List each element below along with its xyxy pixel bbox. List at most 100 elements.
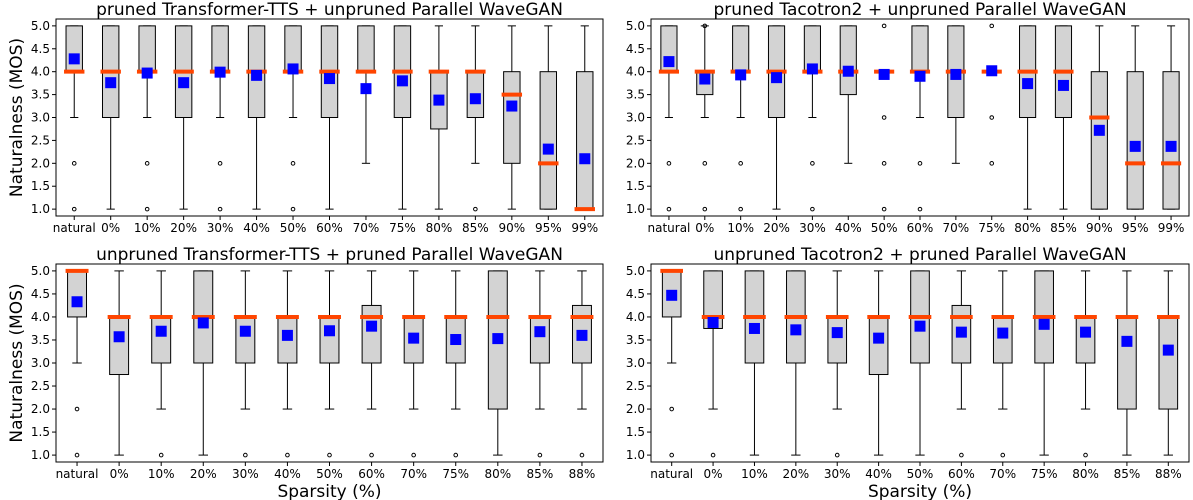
mean-marker [492,333,504,345]
outlier-point [411,452,416,458]
y-tick-label: 2.0 [626,156,645,170]
y-tick-label: 4.0 [31,65,50,79]
mean-marker [197,317,209,329]
x-tick-label: 40% [243,221,270,235]
x-tick-label: 10% [134,221,161,235]
box [235,316,256,364]
mean-marker [1121,335,1133,347]
y-tick-label: 2.5 [31,379,50,393]
y-tick-label: 2.0 [31,402,50,416]
x-axis-label: Sparsity (%) [868,482,972,500]
mean-marker [469,93,481,105]
axes-frame [55,263,604,463]
y-tick-label: 1.5 [626,425,645,439]
x-tick-label: 0% [695,221,714,235]
box [868,316,889,376]
x-tick-label: 80% [1014,221,1041,235]
outlier-point [144,161,150,166]
x-tick-label: 20% [763,221,790,235]
outlier-point [959,452,964,458]
box [703,270,723,329]
outlier-point [473,206,478,212]
y-axis-label: Naturalness (MOS) [7,38,27,197]
outlier-point [834,452,840,458]
axes-frame [650,18,1190,217]
outlier-point [810,206,815,212]
mean-marker [579,153,591,165]
x-tick-label: 60% [316,221,343,235]
mean-marker [663,56,675,68]
box [1158,316,1179,410]
mean-marker [666,289,678,301]
mean-marker [735,69,747,81]
x-tick-label: 30% [824,467,851,481]
y-tick-label: 2.5 [626,379,645,393]
outlier-point [669,406,674,412]
box [65,25,83,73]
outlier-point [243,452,248,458]
mean-marker [771,72,783,84]
x-tick-label: 10% [148,467,175,481]
mean-marker [1057,79,1069,91]
y-tick-label: 5.0 [31,19,50,33]
mean-marker [433,94,445,106]
chart-title: unpruned Tacotron2 + pruned Parallel Wav… [713,245,1126,265]
y-tick-label: 1.0 [626,202,645,216]
outlier-point [327,452,332,458]
mean-marker [408,332,420,344]
outlier-point [710,452,716,458]
mean-marker [1165,140,1177,152]
mean-marker [281,329,293,341]
outlier-point [1000,452,1006,458]
mean-marker [986,65,998,77]
x-tick-label: 60% [358,467,385,481]
box [1090,71,1108,210]
x-tick-label: 70% [400,467,427,481]
box [576,71,594,210]
outlier-point [989,161,995,166]
x-tick-label: 99% [571,221,598,235]
x-tick-label: 50% [871,221,898,235]
y-tick-label: 4.0 [626,310,645,324]
box [67,270,88,318]
mean-marker [790,324,802,336]
mean-marker [914,70,926,82]
outlier-point [74,452,80,458]
x-tick-label: 0% [704,467,723,481]
box [1162,71,1180,210]
mean-marker [324,73,335,85]
y-tick-label: 5.0 [626,264,645,278]
outlier-point [881,206,887,212]
x-tick-label: 90% [498,221,525,235]
box [151,316,172,364]
outlier-point [666,206,672,212]
outlier-point [285,452,290,458]
y-tick-label: 3.0 [31,356,50,370]
x-tick-label: 60% [907,221,934,235]
outlier-point [666,161,672,166]
outlier-point [702,23,708,29]
x-tick-label: 85% [527,467,554,481]
outlier-point [537,452,543,458]
y-tick-label: 1.5 [31,425,50,439]
mean-marker [914,320,926,332]
mean-marker [1129,140,1141,152]
mean-marker [105,77,117,89]
y-tick-label: 3.0 [626,356,645,370]
outlier-point [917,206,923,212]
y-tick-label: 3.5 [626,88,645,102]
mean-marker [178,77,190,89]
outlier-point [881,115,887,120]
y-tick-label: 1.5 [31,179,50,193]
outlier-point [917,161,923,166]
mean-marker [576,329,588,341]
y-tick-label: 3.5 [626,333,645,347]
x-tick-label: 70% [943,221,970,235]
outlier-point [738,161,743,166]
mean-marker [534,326,546,338]
x-tick-label: 10% [741,467,768,481]
outlier-point [369,452,374,458]
x-tick-label: 40% [835,221,862,235]
x-tick-label: 80% [1072,467,1099,481]
